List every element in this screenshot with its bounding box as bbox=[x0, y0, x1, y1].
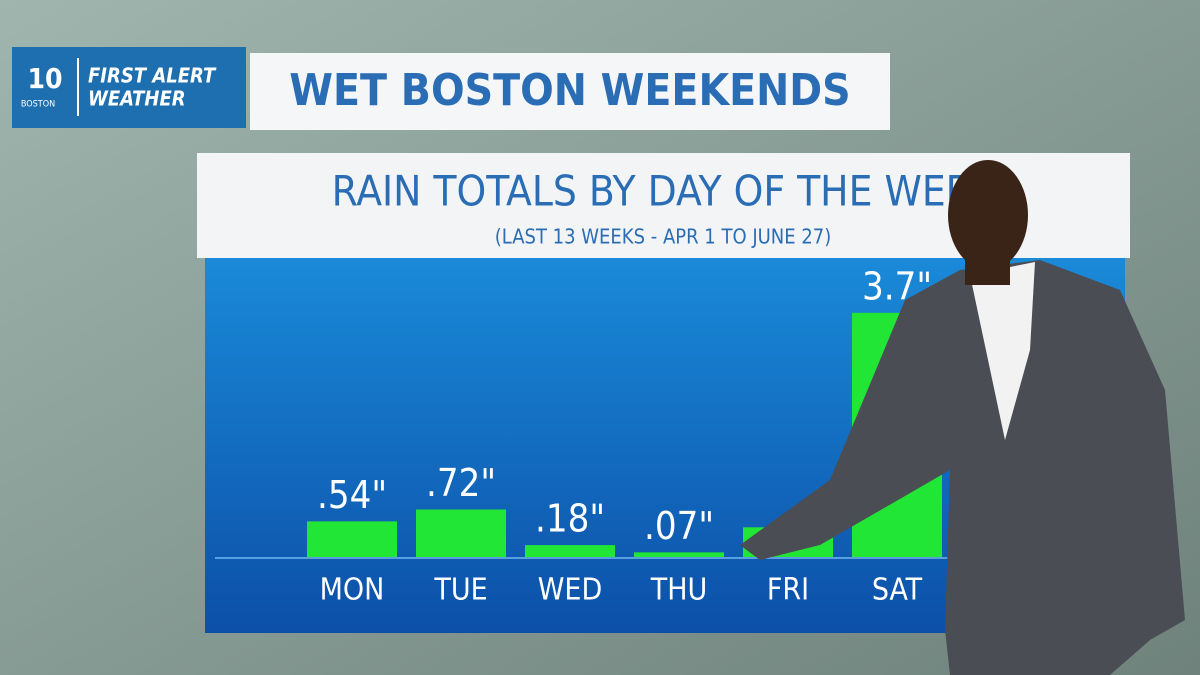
x-tick-label: SAT bbox=[872, 573, 923, 608]
x-tick-label: TUE bbox=[433, 573, 487, 608]
chart-title: RAIN TOTALS BY DAY OF THE WEEK bbox=[332, 167, 996, 216]
value-label: .18" bbox=[535, 497, 605, 541]
value-label: .07" bbox=[644, 504, 714, 548]
logo-box bbox=[12, 47, 246, 128]
chart-subtitle: (LAST 13 WEEKS - APR 1 TO JUNE 27) bbox=[495, 225, 832, 249]
bar bbox=[525, 545, 615, 557]
presenter-head bbox=[948, 160, 1028, 270]
presenter-shirt bbox=[970, 262, 1035, 440]
brand: FIRST ALERT bbox=[88, 64, 217, 88]
value-label: .54" bbox=[317, 473, 387, 517]
x-tick-label: THU bbox=[650, 573, 708, 608]
headline-banner bbox=[250, 53, 890, 130]
presenter-neck bbox=[965, 250, 1010, 285]
bar bbox=[634, 552, 724, 557]
value-label: .72" bbox=[426, 461, 496, 505]
bar bbox=[307, 521, 397, 557]
headline: WET BOSTON WEEKENDS bbox=[289, 65, 850, 116]
logo-city: BOSTON bbox=[21, 100, 55, 110]
presenter bbox=[740, 160, 1185, 675]
bar bbox=[416, 509, 506, 557]
x-tick-label: FRI bbox=[767, 573, 809, 608]
brand-sub: WEATHER bbox=[88, 87, 186, 111]
logo-number: 10 bbox=[27, 62, 62, 95]
x-tick-label: MON bbox=[320, 573, 385, 608]
presenter-suit bbox=[740, 260, 1185, 675]
x-tick-label: WED bbox=[538, 573, 603, 608]
